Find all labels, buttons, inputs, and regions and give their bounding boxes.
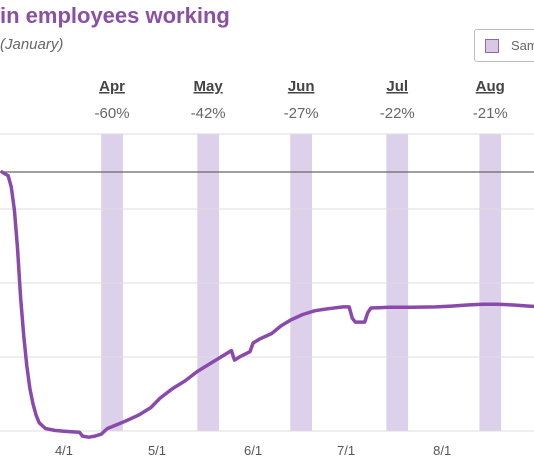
month-label: Jul [386,78,408,95]
series-line [0,170,534,439]
legend-swatch [485,39,499,53]
x-tick-label: 5/1 [148,443,166,458]
legend: Sam [474,29,534,62]
month-label: Aug [476,78,505,95]
month-change-label: -27% [284,105,319,122]
x-tick-label: 6/1 [244,443,262,458]
month-label: Apr [99,78,125,95]
series-lines [0,170,534,439]
month-labels: Apr -60% May -42% Jun -27% Jul -22% Aug -21% [95,78,508,122]
month-label: May [194,78,224,95]
month-change-label: -22% [380,105,415,122]
month-change-label: -42% [191,105,226,122]
month-change-label: -60% [95,105,130,122]
month-label: Jun [288,78,315,95]
x-tick-label: 4/1 [55,443,73,458]
month-change-label: -21% [473,105,508,122]
x-tick-label: 7/1 [337,443,355,458]
x-axis-tick-labels: 4/1 5/1 6/1 7/1 8/1 [55,443,451,458]
legend-label: Sam [511,38,534,53]
x-tick-label: 8/1 [433,443,451,458]
grid-lines [0,133,534,432]
chart-title: in employees working [0,3,230,28]
chart-subtitle: (January) [0,36,64,53]
